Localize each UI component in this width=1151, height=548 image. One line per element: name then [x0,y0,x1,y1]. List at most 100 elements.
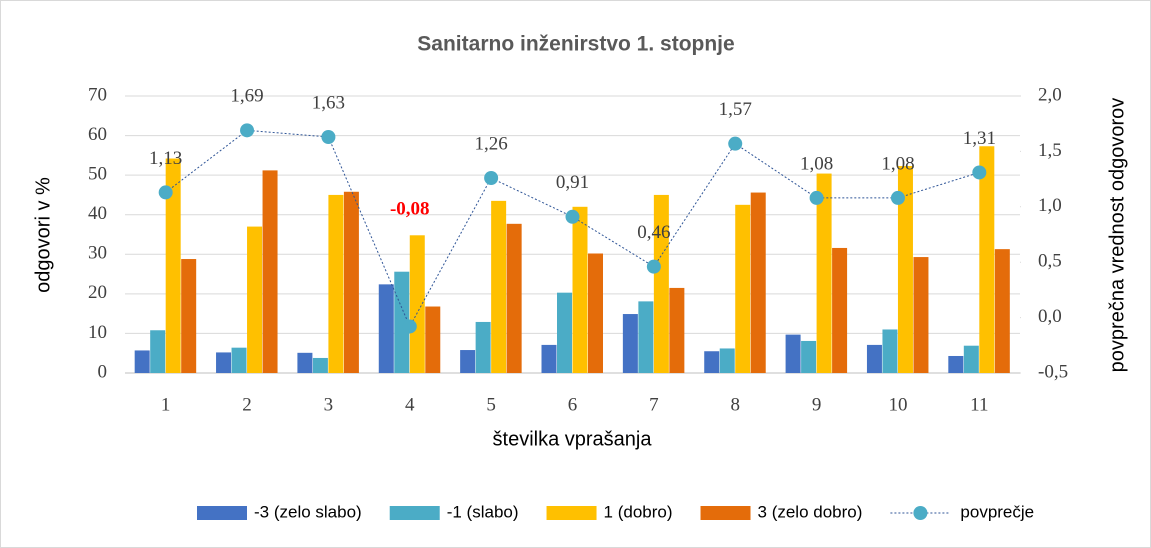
bar [425,306,441,373]
bar [653,194,669,373]
y2-tick-label: 2,0 [1038,84,1062,105]
bar [638,301,654,373]
bar [719,348,735,373]
y-tick-label: 10 [88,322,107,343]
x-tick-label: 1 [161,394,171,415]
line-marker [565,209,580,224]
bar [948,355,964,373]
bar [913,257,929,373]
line-marker [158,185,173,200]
bar [963,345,979,373]
bar [866,344,882,373]
data-label: 1,08 [800,153,833,174]
bar [343,191,359,373]
legend-label: 3 (zelo dobro) [758,502,863,521]
x-tick-label: 5 [486,394,496,415]
data-label: -0,08 [390,199,430,220]
line-marker [728,136,743,151]
bar [506,223,522,373]
bar [541,344,557,373]
x-tick-label: 7 [649,394,659,415]
line-marker [321,129,336,144]
bar [832,247,848,373]
data-label: 1,08 [881,153,914,174]
legend-swatch [197,506,247,520]
data-label: 1,13 [149,148,182,169]
legend-swatch [546,506,597,520]
bar [785,334,801,373]
bar [231,347,247,373]
bar [588,253,603,373]
line-marker [646,259,661,274]
data-label: 1,57 [719,99,752,120]
y2-axis-title: povprečna vrednost odgovorov [1106,98,1128,373]
bar [882,329,898,373]
y2-tick-label: 1,5 [1038,140,1062,161]
data-label: 0,46 [637,222,670,243]
bar [312,357,328,373]
bar [704,351,720,373]
bar [328,194,344,373]
legend-label: povprečje [960,502,1034,521]
bar [262,170,278,373]
y-tick-label: 70 [88,84,107,105]
bar [165,158,181,373]
bar [572,206,588,373]
bar [979,146,995,373]
y-tick-label: 0 [98,361,108,382]
x-tick-label: 8 [730,394,740,415]
legend-swatch [389,506,440,520]
bar [409,235,425,373]
x-axis-title: številka vprašanja [493,428,653,450]
bar [394,271,410,373]
y2-tick-label: 1,0 [1038,195,1062,216]
data-label: 1,26 [475,133,508,154]
y-tick-label: 60 [88,124,107,145]
y-tick-label: 50 [88,164,107,185]
bar [134,350,150,373]
bar [475,321,491,373]
data-label: 0,91 [556,172,589,193]
y-tick-label: 40 [88,203,107,224]
x-tick-label: 6 [568,394,578,415]
y2-tick-label: 0,5 [1038,251,1062,272]
data-label: 1,69 [230,86,263,107]
line-marker [240,123,255,138]
bar [216,352,232,373]
bar [994,249,1010,373]
x-tick-label: 11 [970,394,988,415]
bar [378,284,394,373]
legend-label: -3 (zelo slabo) [254,502,362,521]
bar [897,166,913,373]
legend-swatch [700,506,751,520]
x-tick-label: 4 [405,394,415,415]
chart-title: Sanitarno inženirstvo 1. stopnje [417,33,734,56]
line-marker [890,190,905,205]
x-tick-label: 9 [812,394,822,415]
data-label: 1,31 [963,128,996,149]
line-marker [402,319,417,334]
bar [557,292,572,373]
x-tick-label: 10 [888,394,907,415]
bar [735,204,751,373]
line-marker [972,165,987,180]
bar [669,287,685,373]
bar [247,226,263,373]
y2-tick-label: -0,5 [1038,361,1068,382]
line-marker [809,190,824,205]
data-label: 1,63 [312,92,345,113]
x-tick-label: 2 [242,394,252,415]
bar [816,173,832,373]
bar [622,314,638,373]
bar [297,352,313,373]
y-tick-label: 20 [88,282,107,303]
legend-label: -1 (slabo) [447,502,519,521]
bar [750,192,766,373]
bar [491,200,507,373]
bar [181,259,197,373]
bar [801,340,817,373]
x-tick-label: 3 [324,394,334,415]
legend-marker [913,506,928,520]
line-marker [484,170,499,185]
